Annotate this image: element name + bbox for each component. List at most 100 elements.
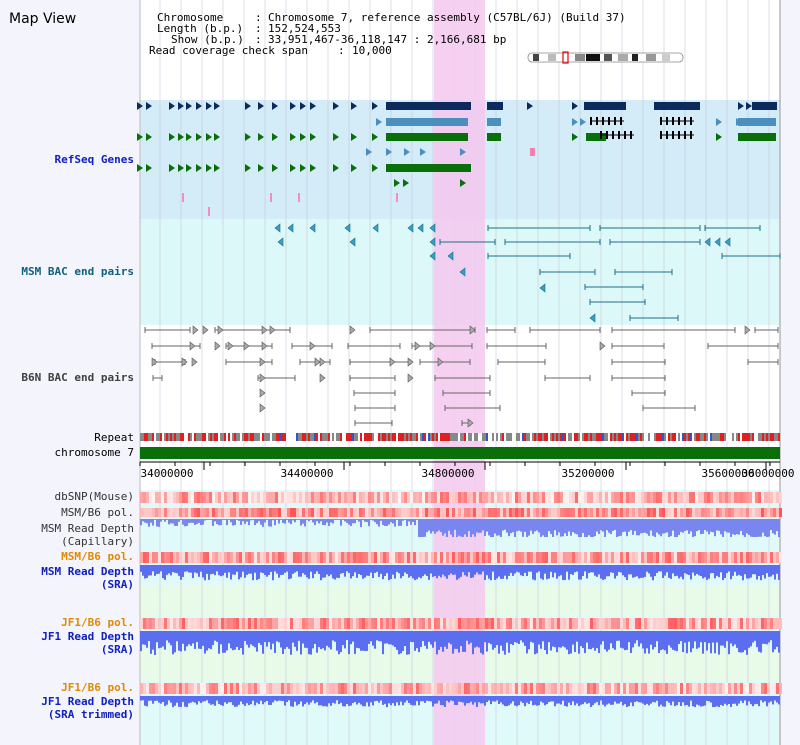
depth-bar	[454, 519, 456, 530]
repeat-block	[468, 433, 470, 441]
depth-bar	[352, 696, 354, 704]
heat-cell	[644, 618, 647, 629]
depth-bar	[182, 519, 184, 525]
depth-bar	[620, 519, 622, 536]
depth-bar	[352, 631, 354, 642]
heat-cell	[533, 492, 536, 503]
heat-cell	[611, 492, 614, 503]
heat-cell	[170, 683, 173, 694]
heat-cell	[320, 492, 323, 503]
depth-bar	[264, 631, 266, 643]
heat-cell	[587, 492, 590, 503]
heat-cell	[479, 552, 482, 563]
depth-bar	[648, 519, 650, 536]
heat-cell	[758, 508, 761, 517]
depth-bar	[270, 696, 272, 705]
jf1-b6-pol-strip	[140, 618, 782, 629]
heat-cell	[410, 683, 413, 694]
gene-arrow	[460, 179, 466, 187]
heat-cell	[170, 618, 173, 629]
gene-feature	[738, 118, 776, 126]
depth-bar	[330, 631, 332, 650]
repeat-block	[548, 433, 550, 441]
depth-bar	[142, 696, 144, 701]
heat-cell	[713, 508, 716, 517]
repeat-block	[362, 433, 364, 441]
track-label-refseq[interactable]: RefSeq Genes	[54, 153, 134, 166]
depth-bar	[436, 631, 438, 655]
heat-cell	[365, 492, 368, 503]
heat-cell	[185, 618, 188, 629]
repeat-block	[252, 433, 254, 441]
repeat-block	[462, 433, 464, 441]
depth-bar	[264, 565, 266, 575]
depth-bar	[418, 696, 420, 706]
depth-bar	[732, 631, 734, 647]
heat-cell	[425, 492, 428, 503]
repeat-block	[414, 433, 416, 441]
heat-cell	[773, 618, 776, 629]
heat-cell	[476, 683, 479, 694]
heat-cell	[758, 552, 761, 563]
heat-cell	[368, 552, 371, 563]
gene-arrow	[272, 164, 278, 172]
heat-cell	[371, 618, 374, 629]
depth-bar	[432, 696, 434, 707]
track-label-b6n-bac[interactable]: B6N BAC end pairs	[21, 371, 134, 384]
depth-bar	[420, 631, 422, 647]
heat-cell	[560, 618, 563, 629]
heat-cell	[383, 508, 386, 517]
depth-bar	[492, 631, 494, 650]
depth-bar	[358, 631, 360, 649]
heat-cell	[191, 492, 194, 503]
heat-cell	[506, 683, 509, 694]
b6n-bac-arrow	[309, 341, 316, 351]
heat-cell	[185, 683, 188, 694]
depth-bar	[548, 565, 550, 579]
heat-cell	[377, 683, 380, 694]
repeat-block	[728, 433, 730, 441]
heat-cell	[536, 683, 539, 694]
depth-bar	[748, 519, 750, 535]
heat-cell	[233, 618, 236, 629]
depth-bar	[382, 519, 384, 526]
depth-bar	[406, 565, 408, 574]
depth-bar	[548, 519, 550, 532]
depth-bar	[348, 631, 350, 655]
track-label-msm-bac[interactable]: MSM BAC end pairs	[21, 265, 134, 278]
repeat-block	[220, 433, 222, 441]
heat-cell	[470, 492, 473, 503]
heat-cell	[179, 683, 182, 694]
heat-cell	[248, 618, 251, 629]
depth-bar	[558, 696, 560, 704]
repeat-block	[638, 433, 640, 441]
repeat-block	[240, 433, 242, 441]
heat-cell	[326, 508, 329, 517]
depth-bar	[266, 565, 268, 577]
heat-cell	[473, 683, 476, 694]
depth-bar	[154, 631, 156, 655]
depth-bar	[604, 696, 606, 707]
gene-exon	[618, 131, 620, 139]
heat-cell	[209, 683, 212, 694]
heat-cell	[635, 618, 638, 629]
heat-cell	[197, 683, 200, 694]
heat-cell	[323, 683, 326, 694]
heat-cell	[719, 508, 722, 517]
heat-cell	[587, 552, 590, 563]
depth-bar	[618, 696, 620, 704]
heat-cell	[233, 683, 236, 694]
heat-cell	[326, 552, 329, 563]
depth-bar	[198, 565, 200, 577]
depth-bar	[166, 696, 168, 705]
depth-bar	[350, 696, 352, 706]
heat-cell	[230, 492, 233, 503]
heat-cell	[290, 552, 293, 563]
depth-bar	[698, 565, 700, 576]
heat-cell	[404, 492, 407, 503]
heat-cell	[335, 552, 338, 563]
repeat-block	[410, 433, 412, 441]
heat-cell	[323, 508, 326, 517]
heat-cell	[530, 683, 533, 694]
